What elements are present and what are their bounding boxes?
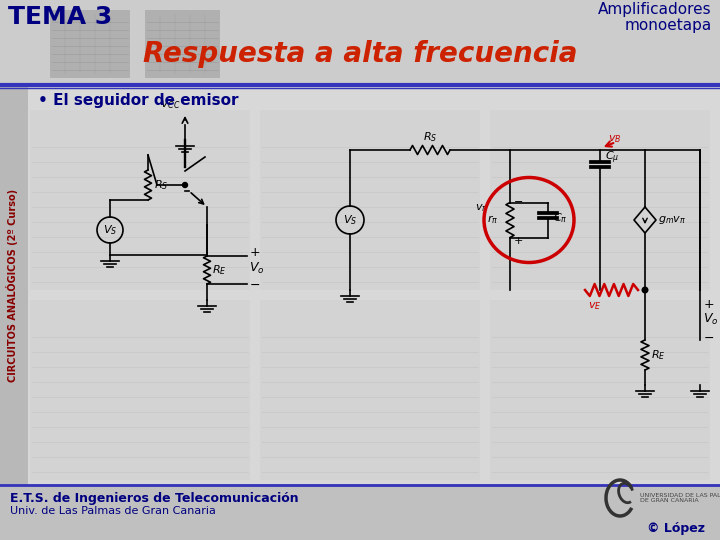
Circle shape xyxy=(182,183,187,187)
Text: $V_o$: $V_o$ xyxy=(703,312,719,327)
Bar xyxy=(0,85,28,485)
Text: $V_{CC}$: $V_{CC}$ xyxy=(160,97,180,111)
Text: $C_\pi$: $C_\pi$ xyxy=(553,211,567,225)
Text: $v_\pi$: $v_\pi$ xyxy=(474,202,488,214)
Circle shape xyxy=(642,287,648,293)
Text: $r_\pi$: $r_\pi$ xyxy=(487,214,498,226)
Bar xyxy=(145,10,220,78)
Text: • El seguidor de emisor: • El seguidor de emisor xyxy=(38,93,238,108)
Text: $R_E$: $R_E$ xyxy=(651,348,665,362)
Text: $R_E$: $R_E$ xyxy=(212,263,227,277)
Bar xyxy=(50,10,130,78)
Bar xyxy=(0,0,720,85)
Text: $v_E$: $v_E$ xyxy=(588,300,602,312)
Bar xyxy=(260,300,480,480)
Text: $-$: $-$ xyxy=(249,278,260,291)
Bar xyxy=(490,300,710,480)
Text: $C_\mu$: $C_\mu$ xyxy=(605,150,619,166)
Text: $R_S$: $R_S$ xyxy=(153,178,168,192)
Text: $-$: $-$ xyxy=(513,195,523,205)
Text: monoetapa: monoetapa xyxy=(625,18,712,33)
Text: $+$: $+$ xyxy=(249,246,260,259)
Bar xyxy=(0,55,720,485)
Text: TEMA 3: TEMA 3 xyxy=(8,5,112,29)
Text: $V_o$: $V_o$ xyxy=(249,260,264,275)
Text: $+$: $+$ xyxy=(513,234,523,246)
Bar xyxy=(490,110,710,290)
Bar xyxy=(30,110,250,290)
Text: $g_m v_\pi$: $g_m v_\pi$ xyxy=(658,214,686,226)
Text: Amplificadores: Amplificadores xyxy=(598,2,712,17)
Bar xyxy=(0,485,720,540)
Text: Univ. de Las Palmas de Gran Canaria: Univ. de Las Palmas de Gran Canaria xyxy=(10,506,216,516)
Text: UNIVERSIDAD DE LAS PALMAS
DE GRAN CANARIA: UNIVERSIDAD DE LAS PALMAS DE GRAN CANARI… xyxy=(640,492,720,503)
Text: $-$: $-$ xyxy=(703,330,714,343)
Text: $+$: $+$ xyxy=(703,299,714,312)
Text: © López: © López xyxy=(647,522,705,535)
Text: $v_B$: $v_B$ xyxy=(608,133,621,145)
Bar xyxy=(260,110,480,290)
Bar xyxy=(30,300,250,480)
Text: $R_S$: $R_S$ xyxy=(423,130,437,144)
Text: CIRCUITOS ANALÓGICOS (2º Curso): CIRCUITOS ANALÓGICOS (2º Curso) xyxy=(6,188,18,382)
Text: $V_S$: $V_S$ xyxy=(343,213,357,227)
Text: E.T.S. de Ingenieros de Telecomunicación: E.T.S. de Ingenieros de Telecomunicación xyxy=(10,492,299,505)
Text: $V_S$: $V_S$ xyxy=(103,223,117,237)
Text: Respuesta a alta frecuencia: Respuesta a alta frecuencia xyxy=(143,40,577,68)
